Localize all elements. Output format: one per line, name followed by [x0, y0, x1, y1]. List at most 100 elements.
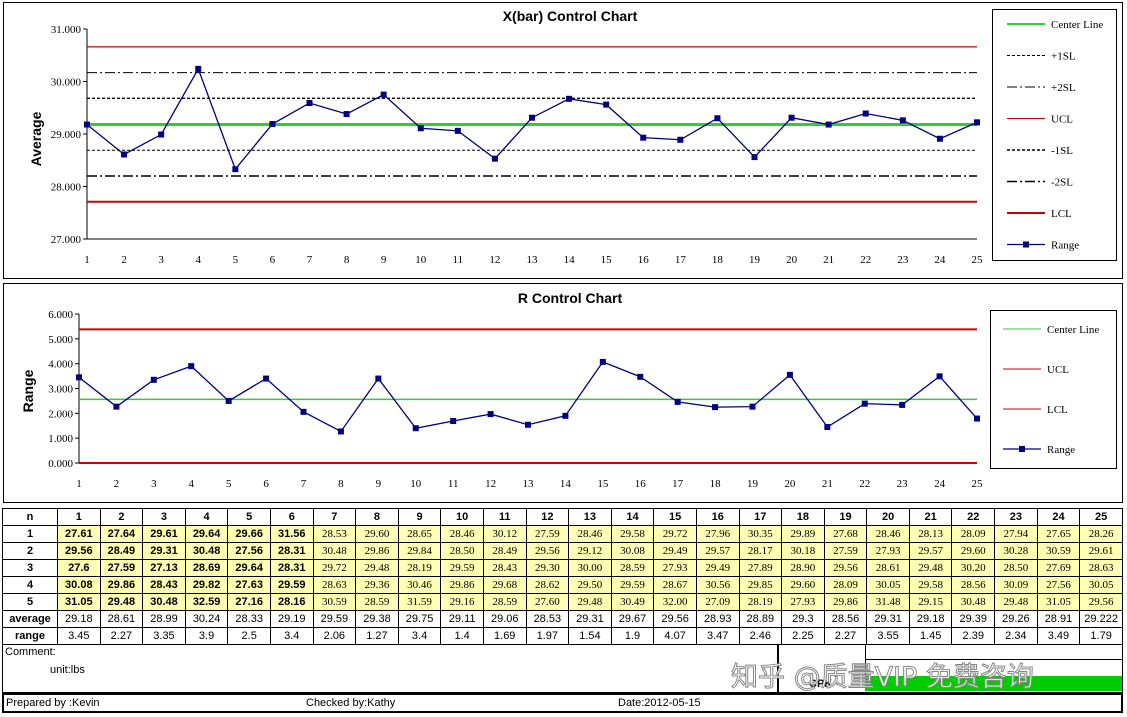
- data-point: [158, 131, 165, 138]
- table-cell: 29.3: [781, 610, 825, 628]
- table-row: n 1 2 3 4 5 6 7 8 9 10 11 12 13 14 15 16 17 18 19 20 21 22 23 24…: [2, 508, 1123, 526]
- table-cell: 29.60: [355, 525, 399, 543]
- table-cell: 29.82: [184, 576, 229, 594]
- table-cell: 29.75: [397, 610, 442, 628]
- x-tick-label: 12: [489, 254, 500, 266]
- table-cell: 29.58: [610, 525, 655, 543]
- table-row: average 29.18 28.61 28.99 30.24 28.33 29.19 29.…: [2, 610, 1123, 628]
- cpk-value-bar: [865, 676, 1122, 691]
- table-cell: 28.56: [951, 576, 996, 594]
- table-cell: 3.47: [695, 627, 740, 645]
- table-cell: 29.56: [57, 542, 101, 560]
- table-cell: 15: [653, 508, 697, 526]
- table-cell: 20: [866, 508, 910, 526]
- table-cell: 29.64: [184, 525, 229, 543]
- table-cell: 29.61: [142, 525, 186, 543]
- table-cell: 27.09: [695, 593, 740, 611]
- table-cell: 21: [908, 508, 953, 526]
- cpk-label: CPK: [809, 678, 833, 690]
- table-cell: 1.97: [525, 627, 570, 645]
- legend-label: Center Line: [1051, 19, 1103, 31]
- table-cell: 22: [951, 508, 996, 526]
- x-tick-label: 18: [710, 478, 722, 490]
- x-tick-label: 21: [823, 254, 834, 266]
- row-label: average: [2, 610, 58, 628]
- table-cell: 23: [994, 508, 1038, 526]
- table-cell: 28.59: [355, 593, 399, 611]
- data-point: [566, 95, 573, 102]
- y-tick-label: 30.000: [51, 77, 82, 89]
- table-cell: 29.60: [951, 542, 996, 560]
- table-cell: 28.93: [695, 610, 740, 628]
- table-cell: 29.56: [653, 610, 697, 628]
- table-cell: 1.9: [610, 627, 655, 645]
- table-cell: 10: [440, 508, 484, 526]
- data-point: [824, 423, 831, 430]
- x-tick-label: 15: [597, 478, 609, 490]
- data-point: [525, 421, 531, 428]
- table-row: 3 27.6 27.59 27.13 28.69 29.64 28.31 29.72 29.48…: [2, 559, 1123, 577]
- data-point: [487, 411, 494, 418]
- row-label: 2: [2, 542, 58, 560]
- table-cell: 29.48: [355, 559, 399, 577]
- table-cell: 30.00: [568, 559, 612, 577]
- x-tick-label: 11: [453, 254, 464, 266]
- row-label: n: [2, 508, 58, 526]
- x-tick-label: 5: [226, 478, 232, 490]
- signature-bar: Prepared by :Kevin Checked by:Kathy Date…: [2, 693, 1123, 713]
- data-point: [899, 117, 906, 124]
- y-tick-label: 29.000: [51, 129, 82, 141]
- table-cell: 27.64: [99, 525, 144, 543]
- table-cell: 7: [312, 508, 357, 526]
- x-tick-label: 2: [121, 254, 127, 266]
- table-cell: 28.69: [184, 559, 229, 577]
- data-point: [417, 125, 424, 132]
- table-cell: 4: [184, 508, 229, 526]
- table-cell: 29.16: [440, 593, 484, 611]
- x-tick-label: 9: [381, 254, 387, 266]
- table-cell: 2.5: [227, 627, 271, 645]
- table-cell: 28.63: [312, 576, 357, 594]
- row-label: 5: [2, 593, 58, 611]
- legend-label: UCL: [1047, 364, 1069, 376]
- table-cell: 27.61: [57, 525, 101, 543]
- table-cell: 28.43: [142, 576, 186, 594]
- table-cell: 30.28: [994, 542, 1038, 560]
- table-cell: 28.49: [99, 542, 144, 560]
- table-cell: 28.17: [738, 542, 783, 560]
- table-cell: 2.46: [738, 627, 783, 645]
- table-row: 4 30.08 29.86 28.43 29.82 27.63 29.59 28.63 29.3…: [2, 576, 1123, 594]
- table-cell: 29.86: [355, 542, 399, 560]
- table-cell: 28.53: [312, 525, 357, 543]
- table-cell: 2.27: [823, 627, 868, 645]
- table-cell: 28.89: [738, 610, 783, 628]
- data-point: [788, 114, 795, 121]
- table-cell: 30.48: [312, 542, 357, 560]
- x-tick-label: 24: [934, 478, 946, 490]
- table-cell: 3.4: [269, 627, 314, 645]
- table-cell: 27.56: [227, 542, 271, 560]
- x-tick-label: 13: [523, 478, 535, 490]
- data-point: [412, 425, 419, 432]
- y-tick-label: 0.000: [48, 458, 73, 470]
- table-cell: 29.86: [440, 576, 484, 594]
- table-cell: 25: [1079, 508, 1123, 526]
- row-label: 4: [2, 576, 58, 594]
- prepared-by: Prepared by :Kevin: [6, 697, 100, 709]
- table-cell: 17: [738, 508, 783, 526]
- table-cell: 29.49: [695, 559, 740, 577]
- table-cell: 27.93: [866, 542, 910, 560]
- table-cell: 29.18: [908, 610, 953, 628]
- table-cell: 27.68: [823, 525, 868, 543]
- table-cell: 29.222: [1079, 610, 1123, 628]
- x-tick-label: 10: [415, 254, 427, 266]
- table-cell: 29.15: [908, 593, 953, 611]
- table-cell: 29.06: [482, 610, 527, 628]
- table-cell: 27.69: [1036, 559, 1081, 577]
- table-cell: 32.00: [653, 593, 697, 611]
- x-tick-label: 25: [972, 254, 984, 266]
- table-cell: 3.4: [397, 627, 442, 645]
- y-tick-label: 2.000: [48, 408, 73, 420]
- data-point: [861, 400, 868, 407]
- table-cell: 3.9: [184, 627, 229, 645]
